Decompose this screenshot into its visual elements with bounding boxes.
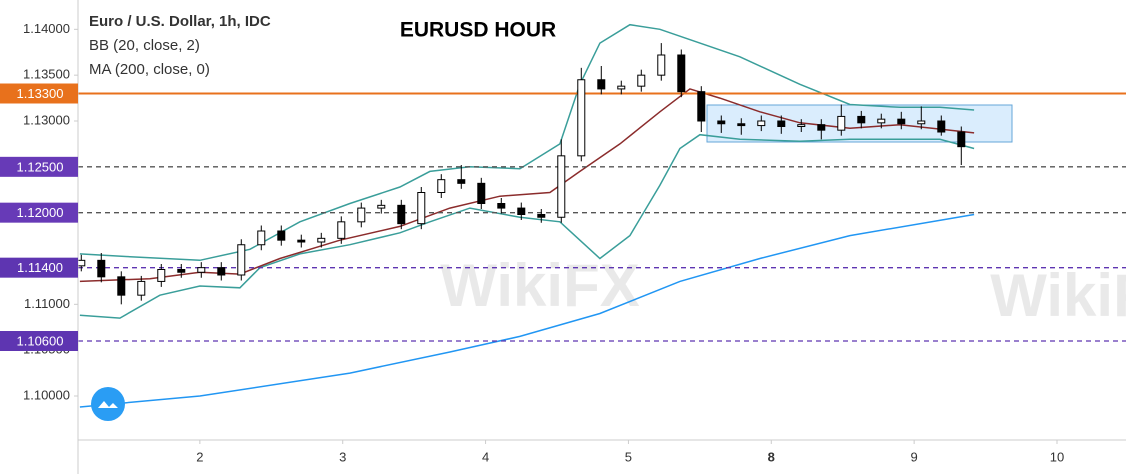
candle-body [897,118,906,125]
candle-body [537,214,546,218]
y-tick-label: 1.14000 [23,21,70,36]
watermark: WikiFX [990,262,1126,329]
candle-body [397,204,406,225]
level-label-box [0,156,78,177]
candle-body [77,259,86,267]
candle-body [957,131,966,148]
candle-body [497,203,506,209]
candle-body [837,115,846,131]
indicator-line [79,213,975,408]
candle-body [917,120,926,125]
candle-body [717,120,726,125]
candle-body [117,276,126,296]
watermark-layer: WikiFX WikiFX [440,252,1126,329]
x-tick-label: 3 [339,449,346,464]
candle-body [737,123,746,127]
candle-body [237,244,246,276]
x-tick-label: 10 [1050,449,1064,464]
candle-body [777,120,786,127]
candle-body [877,118,886,124]
plot-layer [77,23,1126,408]
candle-body [197,267,206,273]
candle-body [457,179,466,184]
candle-body [597,79,606,90]
candle-body [357,207,366,223]
candle-body [617,85,626,90]
candle-body [677,54,686,93]
level-label-box [0,202,78,223]
chart-title: EURUSD HOUR [400,19,556,42]
level-label: 1.11400 [17,260,63,275]
candle-body [637,74,646,87]
candle-body [757,120,766,127]
watermark: WikiFX [440,252,639,319]
candle-body [177,269,186,273]
candle-body [817,124,826,131]
axis-layer: 1.140001.135001.130001.110001.105001.100… [0,21,1064,464]
candle-body [337,221,346,239]
candle-body [557,155,566,218]
candle-body [417,192,426,225]
x-tick-label: 8 [768,449,775,464]
x-tick-label: 5 [625,449,632,464]
legend-ma: MA (200, close, 0) [89,61,210,78]
candle-body [517,207,526,215]
x-tick-label: 9 [911,449,918,464]
candle-body [297,239,306,243]
candle-body [477,182,486,204]
level-label: 1.10600 [17,333,64,348]
level-label-box [0,257,78,278]
candle-body [937,120,946,133]
candle-body [437,179,446,194]
candle-body [577,79,586,157]
candle-body [657,54,666,76]
candle-body [257,230,266,246]
candle-body [137,280,146,296]
level-label: 1.13300 [17,86,64,101]
candle-body [857,115,866,124]
range-box [706,104,1013,143]
logo [91,387,125,421]
candle-body [317,237,326,243]
candle-body [217,267,226,276]
candle-body [797,124,806,127]
candle-body [377,204,386,209]
candle-body [97,259,106,278]
y-tick-label: 1.11000 [24,296,70,311]
legend-symbol: Euro / U.S. Dollar, 1h, IDC [89,13,271,30]
indicator-line [79,133,975,319]
y-tick-label: 1.13500 [23,67,70,82]
level-label: 1.12000 [17,205,64,220]
x-tick-label: 4 [482,449,489,464]
level-label: 1.12500 [17,159,64,174]
y-tick-label: 1.10000 [23,387,70,402]
candle-body [157,269,166,282]
candle-body [277,230,286,241]
legend-bb: BB (20, close, 2) [89,37,200,54]
x-tick-label: 2 [196,449,203,464]
candle-body [697,91,706,122]
y-tick-label: 1.13000 [23,112,70,127]
level-label-box [0,331,78,351]
level-label-box [0,83,78,104]
